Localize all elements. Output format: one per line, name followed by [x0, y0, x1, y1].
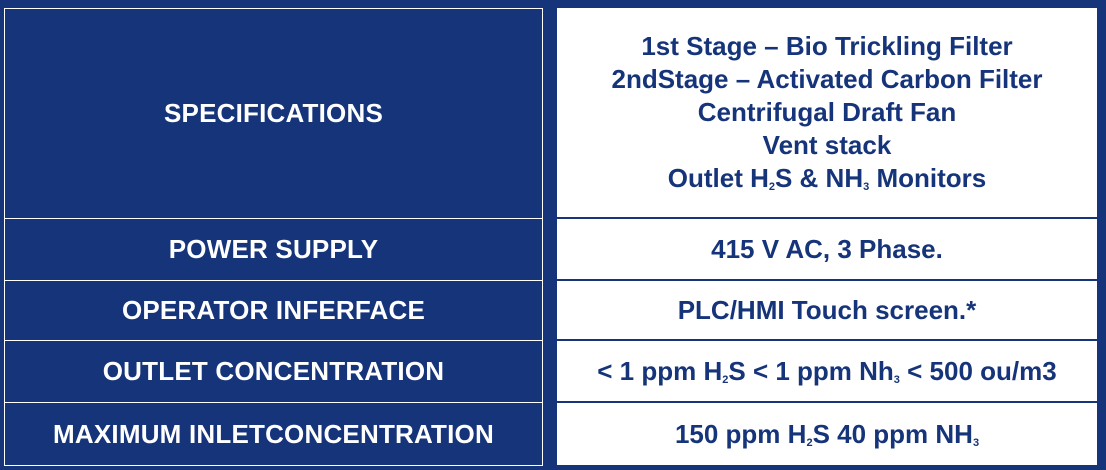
value-line: PLC/HMI Touch screen.* [678, 295, 977, 326]
value-text: S & NH [774, 163, 864, 193]
subscript-text: 2 [722, 373, 729, 386]
row-label: SPECIFICATIONS [4, 8, 543, 219]
value-text: < 500 ou/m3 [899, 355, 1057, 386]
row-label: POWER SUPPLY [4, 219, 543, 281]
row-value: 415 V AC, 3 Phase. [557, 219, 1097, 281]
subscript-text: 2 [806, 436, 813, 449]
value-text: Centrifugal Draft Fan [697, 97, 957, 127]
value-line: 150 ppm H2S 40 ppm NH3 [675, 419, 979, 450]
row-value: < 1 ppm H2S < 1 ppm Nh3 < 500 ou/m3 [557, 341, 1097, 403]
value-line: 415 V AC, 3 Phase. [711, 234, 943, 265]
table-row-operator-interface: OPERATOR INFERFACE PLC/HMI Touch screen.… [0, 281, 1106, 341]
value-text: 2ndStage – Activated Carbon Filter [611, 64, 1043, 94]
value-line: 2ndStage – Activated Carbon Filter [611, 63, 1042, 96]
subscript-text: 2 [768, 181, 775, 193]
table-row-maximum-inlet-concentration: MAXIMUM INLETCONCENTRATION 150 ppm H2S 4… [0, 403, 1106, 470]
value-text: 415 V AC, 3 Phase. [711, 233, 943, 264]
value-text: < 1 ppm H [597, 355, 723, 386]
value-line: Outlet H2S & NH3 Monitors [668, 162, 986, 195]
subscript-text: 3 [893, 373, 900, 386]
subscript-text: 3 [863, 181, 870, 193]
value-text: S 40 ppm NH [812, 418, 973, 449]
row-label: MAXIMUM INLETCONCENTRATION [4, 403, 543, 466]
value-line: Centrifugal Draft Fan [698, 96, 957, 129]
value-text: PLC/HMI Touch screen.* [677, 294, 977, 325]
value-text: Vent stack [762, 130, 892, 160]
value-text: 1st Stage – Bio Trickling Filter [641, 31, 1013, 61]
value-line: 1st Stage – Bio Trickling Filter [641, 30, 1012, 63]
table-row-outlet-concentration: OUTLET CONCENTRATION < 1 ppm H2S < 1 ppm… [0, 341, 1106, 403]
row-label: OUTLET CONCENTRATION [4, 341, 543, 403]
row-value: 150 ppm H2S 40 ppm NH3 [557, 403, 1097, 465]
value-text: 150 ppm H [674, 418, 807, 449]
value-line: Vent stack [763, 129, 892, 162]
value-line: < 1 ppm H2S < 1 ppm Nh3 < 500 ou/m3 [597, 356, 1056, 387]
value-text: Outlet H [667, 163, 769, 193]
row-value: 1st Stage – Bio Trickling Filter 2ndStage… [557, 8, 1097, 219]
table-row-specifications: SPECIFICATIONS 1st Stage – Bio Trickling… [0, 0, 1106, 219]
subscript-text: 3 [972, 436, 980, 449]
value-text: Monitors [869, 163, 987, 193]
value-text: S < 1 ppm Nh [728, 355, 894, 386]
row-label: OPERATOR INFERFACE [4, 281, 543, 341]
table-row-power-supply: POWER SUPPLY 415 V AC, 3 Phase. [0, 219, 1106, 281]
row-value: PLC/HMI Touch screen.* [557, 281, 1097, 341]
